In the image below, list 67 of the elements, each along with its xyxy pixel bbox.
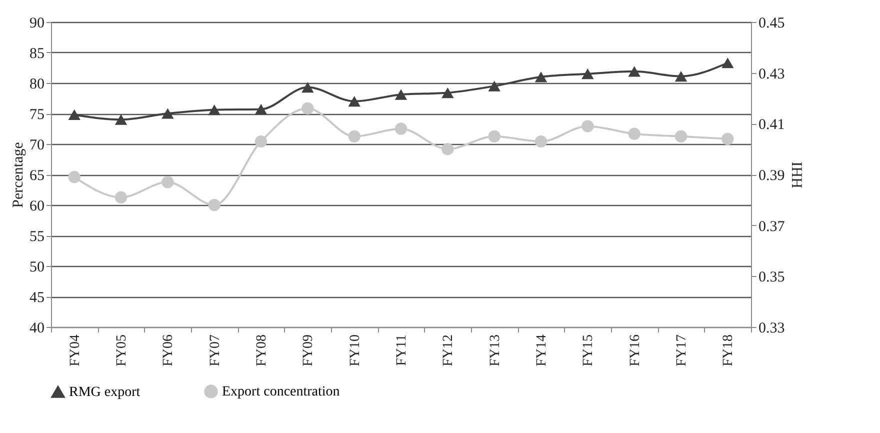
point [162,176,174,188]
point [208,198,220,212]
point [628,128,640,140]
point [674,130,688,142]
x-tick-label: FY14 [534,334,550,366]
legend-label: Export concentration [222,384,340,400]
x-tick-label: FY10 [348,334,363,366]
point [114,114,128,125]
y2-tick-label: 0.41 [758,117,785,134]
point [674,70,688,82]
x-tick-label: FY06 [161,334,176,366]
x-tick-label: FY04 [68,334,83,366]
x-tick-label: FY15 [581,334,596,366]
point [722,132,734,146]
y-tick-label: 80 [30,76,44,92]
point [534,135,548,148]
point [114,191,128,204]
y-tick-label: 70 [30,138,44,154]
point [582,68,594,80]
point [68,170,80,184]
x-tick-label: FY08 [254,334,270,366]
x-tick-label: FY05 [114,334,130,366]
y2-tick-label: 0.33 [758,320,785,336]
point [534,72,548,82]
point [488,80,500,92]
y-tick-label: 85 [30,46,44,62]
point [348,130,360,142]
y2-tick-label: 0.35 [758,270,785,286]
point [488,130,500,142]
legend-label: RMG export [69,384,140,400]
y-tick-label: 60 [30,198,44,214]
y-axis-title: Percentage [10,142,26,208]
y2-axis-title: IHH [788,162,804,188]
y-tick-label: 55 [30,229,44,245]
point [302,102,314,115]
x-tick-label: FY17 [674,334,690,366]
point [68,109,80,120]
point [442,87,454,98]
y-tick-label: 90 [30,16,44,32]
y2-tick-label: 0.39 [758,168,785,184]
y2-tick-label: 0.45 [758,16,785,32]
y-tick-label: 40 [30,320,44,336]
point [722,58,734,68]
point [162,108,174,119]
x-tick-label: FY09 [301,334,316,366]
point [582,120,594,132]
y-tick-label: 45 [30,290,44,306]
point [394,89,408,100]
y-tick-label: 50 [30,260,44,276]
y2-tick-label: 0.43 [758,66,785,82]
point [628,66,640,77]
x-tick-label: FY11 [394,334,410,366]
point [348,96,360,107]
point [394,122,408,135]
y-tick-label: 75 [30,107,44,123]
x-tick-label: FY12 [441,334,456,366]
y2-tick-label: 0.37 [758,218,786,235]
point [254,135,268,148]
y-tick-label: 65 [30,168,44,184]
x-tick-label: FY16 [628,334,643,366]
point [208,104,220,116]
x-tick-label: FY07 [208,334,223,366]
x-tick-label: FY13 [488,334,503,366]
point [442,142,454,156]
point [254,104,268,115]
x-tick-label: FY18 [721,334,736,366]
point [302,82,314,93]
